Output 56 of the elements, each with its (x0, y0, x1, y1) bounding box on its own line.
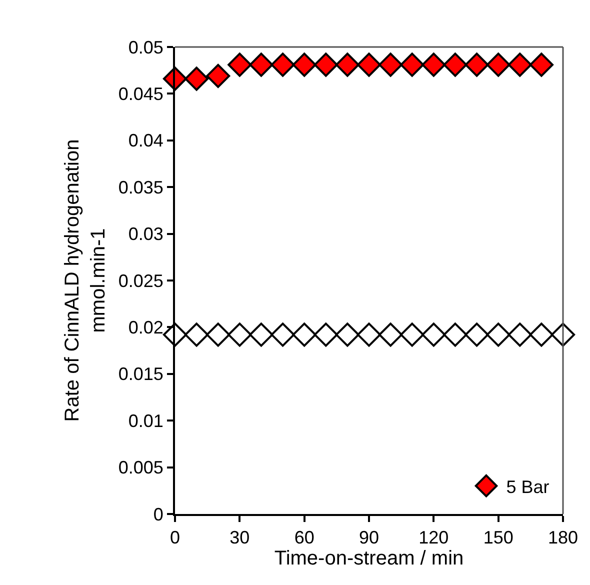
point (529, 322, 554, 347)
point (443, 52, 468, 77)
point (378, 322, 403, 347)
x-tick-label: 150 (483, 528, 514, 548)
point (422, 322, 446, 347)
y-tick-label: 0 (153, 504, 164, 524)
x-tick-label: 30 (230, 528, 250, 548)
point (378, 52, 403, 77)
point (314, 322, 338, 347)
point (228, 52, 252, 77)
y-tick-label: 0.025 (118, 270, 164, 291)
point (270, 322, 295, 347)
x-axis-title: Time-on-stream / min (274, 548, 464, 570)
point (270, 52, 295, 77)
point (184, 322, 209, 347)
x-tick-label: 60 (294, 528, 314, 548)
point (422, 52, 446, 77)
point (508, 322, 532, 347)
point (206, 64, 230, 88)
x-tick-label: 180 (548, 528, 578, 548)
point (335, 52, 360, 77)
point (529, 52, 554, 77)
point (335, 322, 360, 347)
point (464, 322, 489, 347)
y-tick-label: 0.05 (128, 37, 164, 58)
point (400, 322, 424, 347)
point (206, 322, 230, 347)
y-tick-label: 0.01 (128, 410, 164, 431)
y-tick-label: 0.02 (128, 318, 164, 338)
point (443, 322, 468, 347)
point (486, 52, 510, 77)
point (356, 322, 382, 347)
y-tick-label: 0.04 (128, 130, 164, 151)
point (464, 52, 489, 77)
y-tick-label: 0.03 (128, 224, 164, 244)
point (508, 52, 532, 77)
point (400, 52, 424, 77)
legend-label: 5 Bar (506, 476, 550, 497)
point (184, 66, 209, 91)
x-tick-label: 0 (170, 528, 180, 548)
y-tick-label: 0.005 (118, 458, 164, 478)
point (249, 322, 274, 347)
x-tick-label: 90 (358, 528, 380, 548)
point (550, 322, 576, 347)
point (292, 322, 316, 347)
y-tick-label: 0.045 (118, 84, 164, 104)
y-axis-title: Rate of CinnALD hydrogenation mmol.min-1 (61, 139, 110, 422)
y-tick-label: 0.015 (118, 364, 164, 384)
point (249, 52, 274, 77)
point (356, 52, 382, 77)
y-tick-label: 0.035 (118, 177, 164, 198)
point (292, 52, 316, 77)
x-tick-label: 120 (418, 528, 449, 548)
point (486, 322, 510, 347)
point (228, 322, 252, 347)
point (314, 52, 338, 77)
